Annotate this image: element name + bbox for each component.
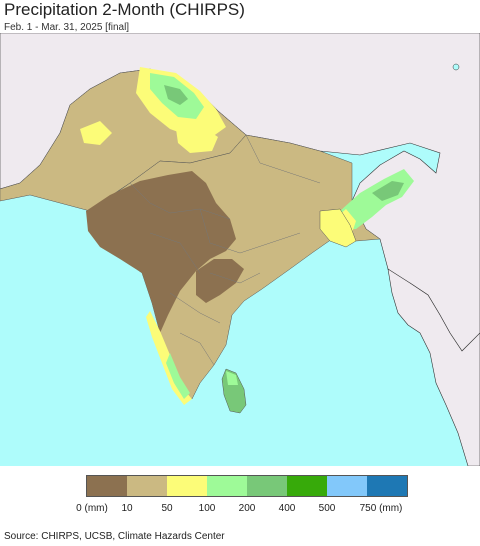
lake-mark bbox=[452, 63, 460, 71]
legend-tick: 400 bbox=[278, 503, 296, 514]
legend-tick: 0 (mm) bbox=[76, 503, 108, 514]
region-bangladesh bbox=[319, 208, 357, 248]
region-north-darkgreen bbox=[164, 85, 188, 105]
region-kashmir-yellow bbox=[176, 125, 218, 153]
legend-tick: 500 bbox=[318, 503, 336, 514]
legend-tick: 100 bbox=[198, 503, 216, 514]
precipitation-map bbox=[0, 33, 480, 466]
region-northeast-darkgreen bbox=[372, 181, 404, 201]
legend-tick: 50 bbox=[161, 503, 173, 514]
region-sri-lanka-north bbox=[226, 371, 238, 385]
legend-tick: 750 (mm) bbox=[359, 503, 403, 514]
region-dry-south bbox=[196, 259, 244, 303]
outside-land-southeast bbox=[387, 268, 480, 466]
legend-swatch bbox=[327, 476, 367, 496]
color-legend bbox=[86, 475, 408, 497]
legend-swatch bbox=[287, 476, 327, 496]
legend-swatch bbox=[167, 476, 207, 496]
legend-tick: 200 bbox=[238, 503, 256, 514]
legend-swatch bbox=[207, 476, 247, 496]
legend-swatch bbox=[247, 476, 287, 496]
map-canvas bbox=[0, 33, 480, 466]
legend-swatch bbox=[127, 476, 167, 496]
source-credit: Source: CHIRPS, UCSB, Climate Hazards Ce… bbox=[4, 531, 225, 542]
map-subtitle: Feb. 1 - Mar. 31, 2025 [final] bbox=[4, 22, 130, 33]
region-dry-center bbox=[86, 171, 236, 333]
map-title: Precipitation 2-Month (CHIRPS) bbox=[4, 0, 245, 19]
region-kerala-green bbox=[166, 353, 190, 399]
legend-swatch bbox=[367, 476, 407, 496]
legend-tick: 10 bbox=[121, 503, 133, 514]
state-borders bbox=[129, 134, 321, 366]
region-west-yellow bbox=[80, 121, 112, 145]
legend-swatch bbox=[87, 476, 127, 496]
